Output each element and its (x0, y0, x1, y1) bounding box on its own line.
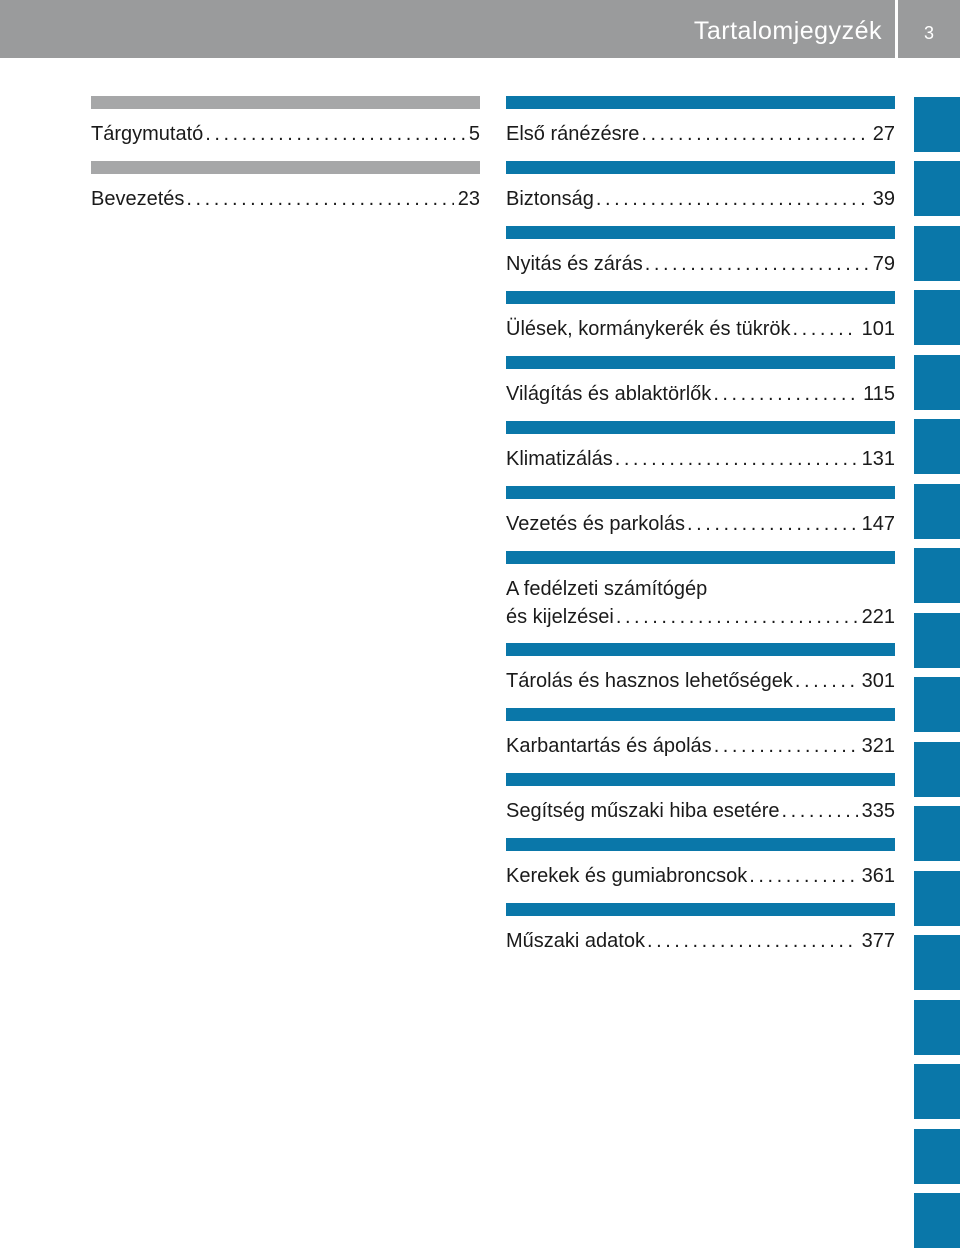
toc-page: 321 (861, 735, 895, 757)
toc-label: Tárolás és hasznos lehetőségek (506, 670, 793, 692)
toc-label: Tárgymutató (91, 123, 204, 145)
header-divider (895, 0, 898, 58)
dot-leader (205, 120, 465, 148)
toc-entry-technical-data[interactable]: Műszaki adatok 377 (506, 903, 895, 953)
dot-leader (641, 120, 868, 148)
dot-leader (793, 315, 858, 343)
thumb-tab-14[interactable] (914, 935, 960, 990)
toc-entry-index[interactable]: Tárgymutató 5 (91, 96, 480, 146)
toc-entry-driving[interactable]: Vezetés és parkolás 147 (506, 486, 895, 536)
dot-leader (596, 185, 869, 213)
page-title: Tartalomjegyzék (693, 17, 882, 45)
toc-page: 79 (872, 253, 895, 275)
dot-leader (749, 862, 857, 890)
dot-leader (795, 667, 858, 695)
section-bar (506, 421, 895, 434)
toc-page: 115 (863, 383, 895, 405)
section-bar (91, 161, 480, 174)
thumb-tab-3[interactable] (914, 226, 960, 281)
thumb-tab-7[interactable] (914, 484, 960, 539)
toc-entry-seats[interactable]: Ülések, kormánykerék és tükrök 101 (506, 291, 895, 341)
thumb-tab-10[interactable] (914, 677, 960, 732)
thumb-tab-17[interactable] (914, 1129, 960, 1184)
thumb-tab-15[interactable] (914, 1000, 960, 1055)
toc-entry-maintenance[interactable]: Karbantartás és ápolás 321 (506, 708, 895, 758)
toc-label: Segítség műszaki hiba esetére (506, 800, 780, 822)
thumb-tab-2[interactable] (914, 161, 960, 216)
thumb-tab-6[interactable] (914, 419, 960, 474)
section-bar (506, 226, 895, 239)
toc-page: 27 (872, 123, 895, 145)
section-bar (506, 486, 895, 499)
toc-label: Klimatizálás (506, 448, 613, 470)
section-bar (506, 356, 895, 369)
section-bar (506, 773, 895, 786)
thumb-tab-12[interactable] (914, 806, 960, 861)
thumb-tab-4[interactable] (914, 290, 960, 345)
section-bar (506, 161, 895, 174)
toc-entry-breakdown-help[interactable]: Segítség műszaki hiba esetére 335 (506, 773, 895, 823)
toc-entry-climate[interactable]: Klimatizálás 131 (506, 421, 895, 471)
toc-label: Műszaki adatok (506, 930, 645, 952)
dot-leader (186, 185, 453, 213)
dot-leader (782, 797, 858, 825)
toc-entry-introduction[interactable]: Bevezetés 23 (91, 161, 480, 211)
toc-entry-lights[interactable]: Világítás és ablaktörlők 115 (506, 356, 895, 406)
thumb-tab-1[interactable] (914, 97, 960, 152)
section-bar (506, 708, 895, 721)
section-bar (506, 551, 895, 564)
section-bar (506, 291, 895, 304)
toc-label: Ülések, kormánykerék és tükrök (506, 318, 791, 340)
section-bar (506, 643, 895, 656)
toc-label: Vezetés és parkolás (506, 513, 685, 535)
thumb-tab-13[interactable] (914, 871, 960, 926)
dot-leader (713, 380, 859, 408)
toc-page: 5 (468, 123, 480, 145)
toc-page: 23 (457, 188, 480, 210)
thumb-tab-5[interactable] (914, 355, 960, 410)
toc-label: Kerekek és gumiabroncsok (506, 865, 748, 887)
toc-entry-first-look[interactable]: Első ránézésre 27 (506, 96, 895, 146)
toc-page: 147 (861, 513, 895, 535)
section-bar (506, 838, 895, 851)
dot-leader (616, 603, 858, 631)
thumb-tab-9[interactable] (914, 613, 960, 668)
toc-entry-opening-closing[interactable]: Nyitás és zárás 79 (506, 226, 895, 276)
thumb-tab-18[interactable] (914, 1193, 960, 1248)
toc-entry-storage[interactable]: Tárolás és hasznos lehetőségek 301 (506, 643, 895, 693)
toc-label: Nyitás és zárás (506, 253, 643, 275)
toc-page: 377 (861, 930, 895, 952)
toc-page: 221 (861, 606, 895, 628)
toc-page: 301 (861, 670, 895, 692)
toc-entry-wheels-tyres[interactable]: Kerekek és gumiabroncsok 361 (506, 838, 895, 888)
dot-leader (687, 510, 858, 538)
toc-page: 335 (861, 800, 895, 822)
page-header: Tartalomjegyzék 3 (0, 0, 960, 58)
toc-label: és kijelzései (506, 606, 614, 628)
toc-page: 101 (861, 318, 895, 340)
toc-label-line1: A fedélzeti számítógép (506, 578, 708, 600)
section-bar (506, 903, 895, 916)
thumb-tab-16[interactable] (914, 1064, 960, 1119)
toc-page: 131 (861, 448, 895, 470)
thumb-tab-11[interactable] (914, 742, 960, 797)
dot-leader (615, 445, 858, 473)
toc-label: Első ránézésre (506, 123, 640, 145)
toc-page: 39 (872, 188, 895, 210)
page-number: 3 (923, 23, 934, 43)
toc-label: Biztonság (506, 188, 594, 210)
toc-page: 361 (861, 865, 895, 887)
dot-leader (647, 927, 858, 955)
toc-entry-safety[interactable]: Biztonság 39 (506, 161, 895, 211)
section-bar (91, 96, 480, 109)
thumb-tab-8[interactable] (914, 548, 960, 603)
section-bar (506, 96, 895, 109)
toc-label: Bevezetés (91, 188, 185, 210)
toc-label: Világítás és ablaktörlők (506, 383, 712, 405)
dot-leader (645, 250, 869, 278)
toc-label: Karbantartás és ápolás (506, 735, 712, 757)
dot-leader (714, 732, 858, 760)
toc-entry-onboard-computer[interactable]: A fedélzeti számítógép és kijelzései 221 (506, 551, 895, 631)
